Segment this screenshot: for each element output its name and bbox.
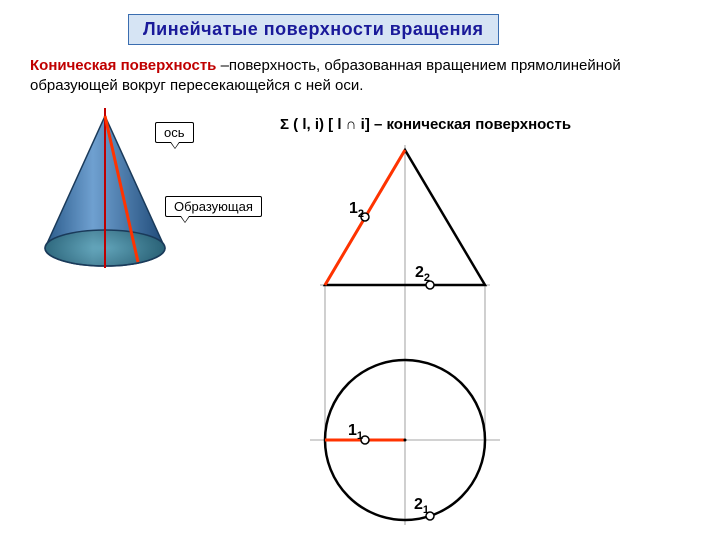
- label-1-front: 12: [349, 200, 364, 220]
- page: Линейчатые поверхности вращения Коническ…: [0, 0, 720, 540]
- callout-generatrix-label: Образующая: [174, 199, 253, 214]
- definition-text: Коническая поверхность –поверхность, обр…: [30, 56, 700, 97]
- label-1-top: 11: [348, 422, 363, 442]
- cone-3d-figure: [30, 108, 180, 278]
- definition-lead: Коническая поверхность: [30, 57, 216, 74]
- label-2-top: 21: [414, 496, 429, 516]
- projection-figure: [280, 140, 530, 530]
- formula-text: Σ ( l, i) [ l ∩ i] – коническая поверхно…: [280, 116, 571, 133]
- top-center: [404, 439, 407, 442]
- label-2-front: 22: [415, 264, 430, 284]
- page-title: Линейчатые поверхности вращения: [128, 14, 499, 45]
